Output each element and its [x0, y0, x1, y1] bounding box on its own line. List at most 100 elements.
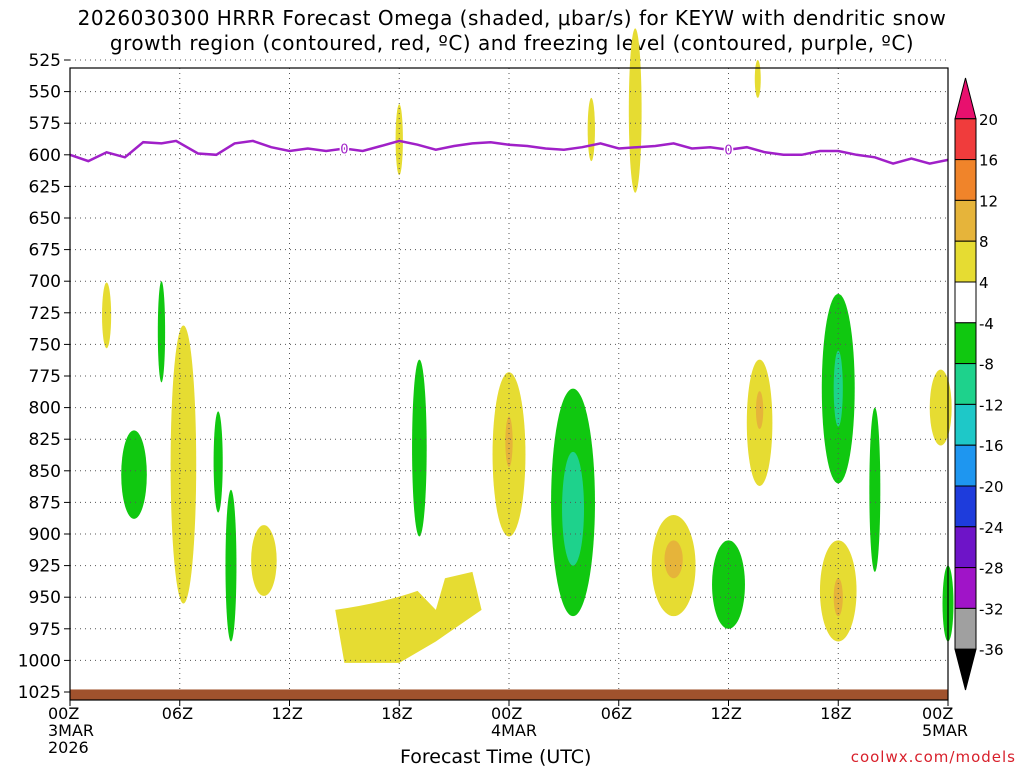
freezing-level-line [69, 139, 949, 165]
omega-region [412, 359, 427, 537]
colorbar-label: -8 [979, 356, 994, 374]
y-tick-label: 1000 [18, 651, 61, 671]
colorbar-label: -32 [979, 600, 1004, 618]
x-tick-label-line: 00Z [48, 704, 80, 723]
x-tick-label-line: 00Z [922, 704, 954, 723]
colorbar-segment [954, 567, 977, 609]
colorbar-label: 12 [979, 192, 998, 210]
colorbar-label: 8 [979, 233, 989, 251]
x-tick-label-line: 06Z [600, 704, 633, 723]
credit-text: coolwx.com/models [850, 748, 1016, 766]
title-line-1: 2026030300 HRRR Forecast Omega (shaded, … [77, 6, 947, 30]
freezing-level-label: 0 [724, 144, 732, 159]
colorbar-label: -12 [979, 396, 1004, 414]
omega-region [562, 451, 584, 566]
colorbar-cap-bottom [954, 648, 977, 691]
colorbar-segment [954, 118, 977, 161]
colorbar-segment [954, 526, 977, 569]
y-tick-label: 775 [29, 367, 61, 387]
x-tick-label-line: 00Z [491, 704, 523, 723]
y-tick-label: 700 [29, 272, 61, 292]
colorbar-segment [954, 281, 977, 324]
omega-region [157, 281, 166, 383]
title-line-2: growth region (contoured, red, ºC) and f… [109, 31, 915, 55]
colorbar-label: -24 [979, 519, 1004, 537]
omega-region [170, 325, 197, 604]
x-tick-label: 00Z 4MAR [491, 705, 537, 739]
y-tick-label: 875 [29, 493, 61, 513]
x-tick-label-line: 12Z [271, 704, 303, 723]
x-tick-label-line: 06Z [161, 704, 194, 723]
colorbar-segment [954, 199, 977, 242]
colorbar-segment [954, 444, 977, 487]
colorbar-label: -16 [979, 437, 1004, 455]
freezing-level-label: 0 [340, 142, 348, 157]
y-tick-label: 725 [29, 304, 61, 324]
x-tick-label: 12Z [711, 705, 742, 722]
omega-region [505, 416, 513, 468]
colorbar-cap-top [954, 77, 977, 120]
y-tick-label: 575 [29, 114, 61, 134]
y-tick-label: 850 [29, 462, 61, 482]
x-tick-label: 12Z [272, 705, 303, 722]
omega-region [833, 578, 843, 617]
y-tick-label: 600 [29, 146, 61, 166]
y-tick-label: 925 [29, 557, 61, 577]
x-tick-label: 00Z 5MAR [922, 705, 968, 739]
ground-strip [70, 689, 948, 700]
omega-region [754, 60, 761, 98]
x-tick-label: 18Z [381, 705, 412, 722]
colorbar-label: -4 [979, 315, 994, 333]
omega-region [251, 525, 277, 596]
y-tick-label: 525 [29, 51, 61, 71]
colorbar-segment [954, 607, 977, 650]
x-tick-label: 18Z [820, 705, 851, 722]
chart-title: 2026030300 HRRR Forecast Omega (shaded, … [0, 6, 1024, 56]
y-tick-label: 825 [29, 430, 61, 450]
omega-region [869, 407, 881, 572]
omega-region [712, 540, 745, 629]
x-tick-label-line: 2026 [48, 738, 89, 757]
omega-region [335, 571, 482, 663]
x-tick-label: 00Z 3MAR 2026 [48, 705, 94, 756]
x-tick-label-line: 4MAR [491, 721, 538, 740]
y-tick-label: 675 [29, 241, 61, 261]
colorbar-segment [954, 240, 977, 283]
omega-region [121, 430, 147, 519]
x-tick-label-line: 18Z [820, 704, 852, 723]
omega-region [755, 391, 764, 430]
omega-region [664, 540, 683, 579]
y-tick-label: 750 [29, 335, 61, 355]
colorbar-segment [954, 403, 977, 446]
y-tick-label: 975 [29, 620, 61, 640]
y-tick-label: 550 [29, 83, 61, 103]
colorbar-label: -28 [979, 560, 1004, 578]
colorbar-label: -20 [979, 478, 1004, 496]
colorbar-segment [954, 322, 977, 365]
y-tick-label: 650 [29, 209, 61, 229]
omega-region [213, 411, 223, 513]
colorbar-label: -36 [979, 641, 1004, 659]
x-tick-label-line: 18Z [381, 704, 413, 723]
y-tick-label: 950 [29, 588, 61, 608]
x-tick-label-line: 5MAR [922, 721, 969, 740]
x-tick-label: 06Z [601, 705, 632, 722]
x-tick-label-line: 3MAR [48, 721, 95, 740]
y-tick-label: 900 [29, 525, 61, 545]
colorbar-label: 20 [979, 111, 998, 129]
colorbar-segment [954, 159, 977, 201]
y-tick-label: 625 [29, 177, 61, 197]
y-tick-label: 1025 [18, 683, 61, 703]
colorbar-label: 16 [979, 152, 998, 170]
x-tick-label: 06Z [162, 705, 193, 722]
omega-region [587, 97, 595, 162]
omega-region [628, 28, 642, 193]
colorbar-segment [954, 363, 977, 405]
colorbar-segment [954, 485, 977, 528]
colorbar-label: 4 [979, 274, 989, 292]
y-tick-label: 800 [29, 399, 61, 419]
x-tick-label-line: 12Z [710, 704, 742, 723]
x-axis-label: Forecast Time (UTC) [400, 746, 592, 768]
omega-region [102, 282, 112, 349]
